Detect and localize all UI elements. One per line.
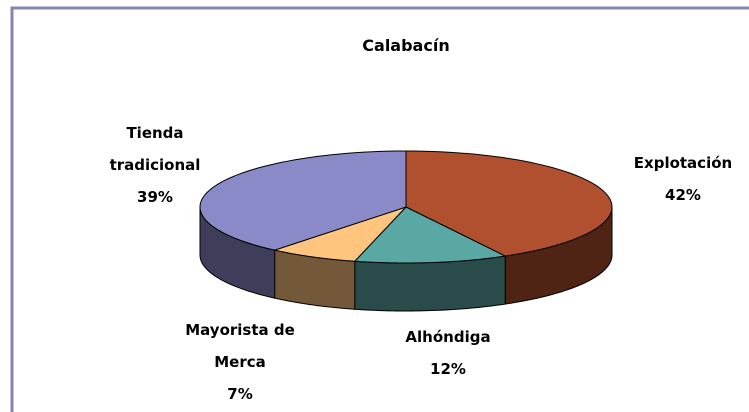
slice bbox=[272, 206, 407, 262]
value-label: 42% bbox=[665, 186, 701, 204]
category-label: Tienda tradicional bbox=[109, 124, 201, 174]
category-label: Alhóndiga bbox=[405, 328, 491, 346]
slice bbox=[353, 206, 507, 264]
category-label: Mayorista de Merca bbox=[185, 321, 295, 371]
slice bbox=[199, 150, 407, 251]
slice bbox=[405, 150, 613, 257]
data-label: Mayorista de Merca 7% bbox=[160, 314, 320, 410]
value-label: 39% bbox=[137, 188, 173, 206]
category-label: Explotación bbox=[633, 154, 733, 172]
data-label: Alhóndiga 12% bbox=[370, 321, 526, 385]
data-label: Tienda tradicional 39% bbox=[95, 117, 215, 213]
chart-title: Calabacín bbox=[362, 36, 450, 55]
value-label: 7% bbox=[227, 385, 253, 403]
data-label: Explotación 42% bbox=[618, 147, 748, 211]
slice-side bbox=[354, 255, 506, 312]
value-label: 12% bbox=[430, 360, 466, 378]
